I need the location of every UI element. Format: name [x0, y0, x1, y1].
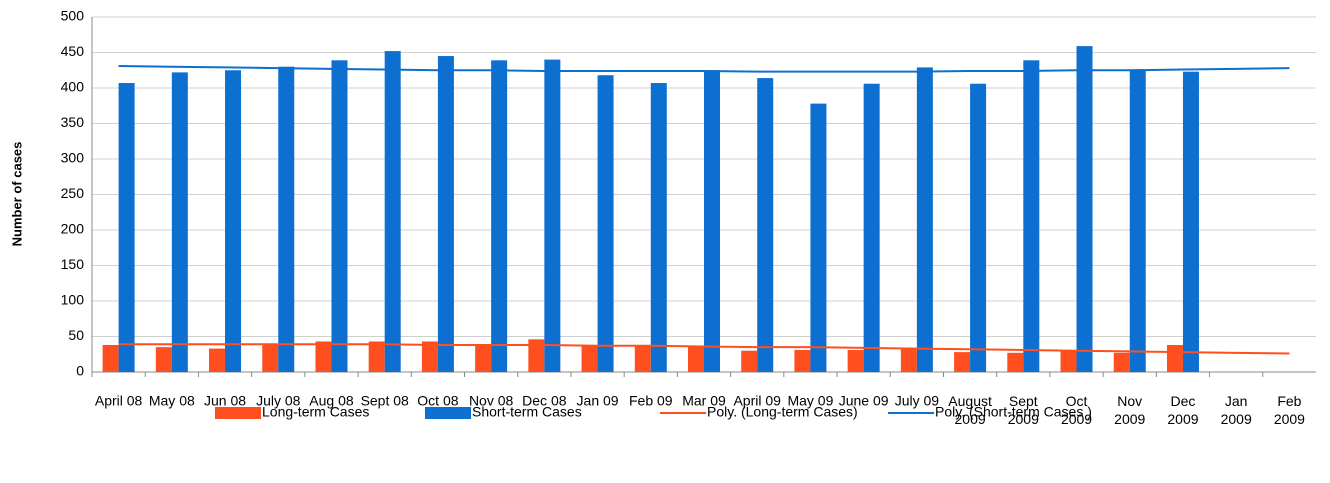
- legend-swatch: [425, 407, 471, 419]
- legend-swatch: [215, 407, 261, 419]
- y-axis-label: Number of cases: [9, 142, 24, 247]
- x-tick-label: July 08: [256, 393, 301, 409]
- trend-line: [118, 64, 1290, 73]
- x-tick-label: June 09: [839, 393, 889, 409]
- x-tick-label: Dec 2009: [1167, 393, 1198, 427]
- bar: [1182, 71, 1199, 373]
- bar: [954, 352, 971, 372]
- x-tick-label: Feb 2009: [1274, 393, 1305, 427]
- x-tick-label: August 2009: [948, 393, 992, 427]
- bar: [475, 345, 492, 372]
- bar: [1129, 70, 1146, 372]
- y-tick-label: 350: [61, 114, 85, 130]
- x-tick-label: Jan 2009: [1221, 393, 1252, 427]
- bar: [634, 345, 651, 372]
- bar: [102, 345, 119, 372]
- bar: [225, 70, 242, 372]
- bar: [1166, 345, 1183, 372]
- legend-label: Long-term Cases: [262, 404, 369, 420]
- bar: [171, 72, 188, 372]
- bar: [810, 103, 827, 373]
- bar: [1060, 349, 1077, 372]
- legend-label: Short-term Cases: [472, 404, 582, 420]
- legend-label: Poly. (Long-term Cases): [707, 404, 858, 420]
- bar: [421, 341, 438, 372]
- y-tick-label: 100: [61, 292, 85, 308]
- bar: [688, 345, 704, 372]
- y-tick-label: 300: [61, 150, 85, 166]
- bar: [528, 339, 545, 372]
- x-tick-label: Nov 08: [469, 393, 514, 409]
- bar: [863, 83, 880, 373]
- y-tick-label: 50: [68, 327, 84, 343]
- y-tick-label: 500: [61, 8, 85, 24]
- bar: [597, 75, 614, 372]
- bar: [757, 78, 774, 372]
- x-tick-label: April 09: [733, 393, 781, 409]
- bar: [331, 60, 348, 373]
- bar: [916, 67, 933, 372]
- x-tick-label: Sept 08: [361, 393, 409, 409]
- y-tick-label: 450: [61, 43, 85, 59]
- bar: [368, 341, 385, 372]
- y-tick-label: 0: [76, 363, 84, 379]
- bar: [544, 59, 561, 372]
- bar: [1007, 352, 1024, 372]
- legend-label: Poly. (Short-term Cases ): [935, 404, 1092, 420]
- y-tick-label: 150: [61, 256, 85, 272]
- bar: [262, 345, 279, 372]
- bar: [650, 83, 667, 372]
- bar: [384, 51, 401, 373]
- bar: [209, 348, 226, 372]
- bar: [741, 350, 758, 372]
- x-tick-label: Feb 09: [629, 393, 673, 409]
- x-tick-label: May 09: [787, 393, 833, 409]
- bar: [278, 66, 295, 372]
- y-tick-label: 200: [61, 221, 85, 237]
- bar: [155, 347, 172, 372]
- bar: [315, 341, 332, 372]
- bar: [970, 83, 987, 373]
- x-tick-label: Aug 08: [309, 393, 354, 409]
- x-tick-label: April 08: [95, 393, 143, 409]
- x-tick-label: July 09: [895, 393, 940, 409]
- x-tick-label: Jan 09: [577, 393, 619, 409]
- bar: [437, 56, 454, 373]
- bar: [1023, 60, 1040, 373]
- bar: [704, 70, 720, 372]
- x-tick-label: Sept 2009: [1008, 393, 1039, 427]
- bar: [1113, 352, 1130, 372]
- x-tick-label: Jun 08: [204, 393, 246, 409]
- bar: [847, 349, 864, 372]
- x-tick-label: May 08: [149, 393, 195, 409]
- bar: [794, 349, 811, 372]
- bar: [491, 60, 508, 373]
- y-tick-label: 250: [61, 185, 85, 201]
- bar: [581, 345, 598, 372]
- x-tick-label: Mar 09: [682, 393, 726, 409]
- y-tick-label: 400: [61, 79, 85, 95]
- x-tick-label: Oct 08: [417, 393, 458, 409]
- bar: [1076, 46, 1093, 373]
- trend-line: [118, 343, 1290, 355]
- x-tick-label: Nov 2009: [1114, 393, 1145, 427]
- bar: [900, 347, 917, 372]
- x-tick-label: Oct 2009: [1061, 393, 1092, 427]
- bar: [118, 83, 135, 372]
- x-tick-label: Dec 08: [522, 393, 567, 409]
